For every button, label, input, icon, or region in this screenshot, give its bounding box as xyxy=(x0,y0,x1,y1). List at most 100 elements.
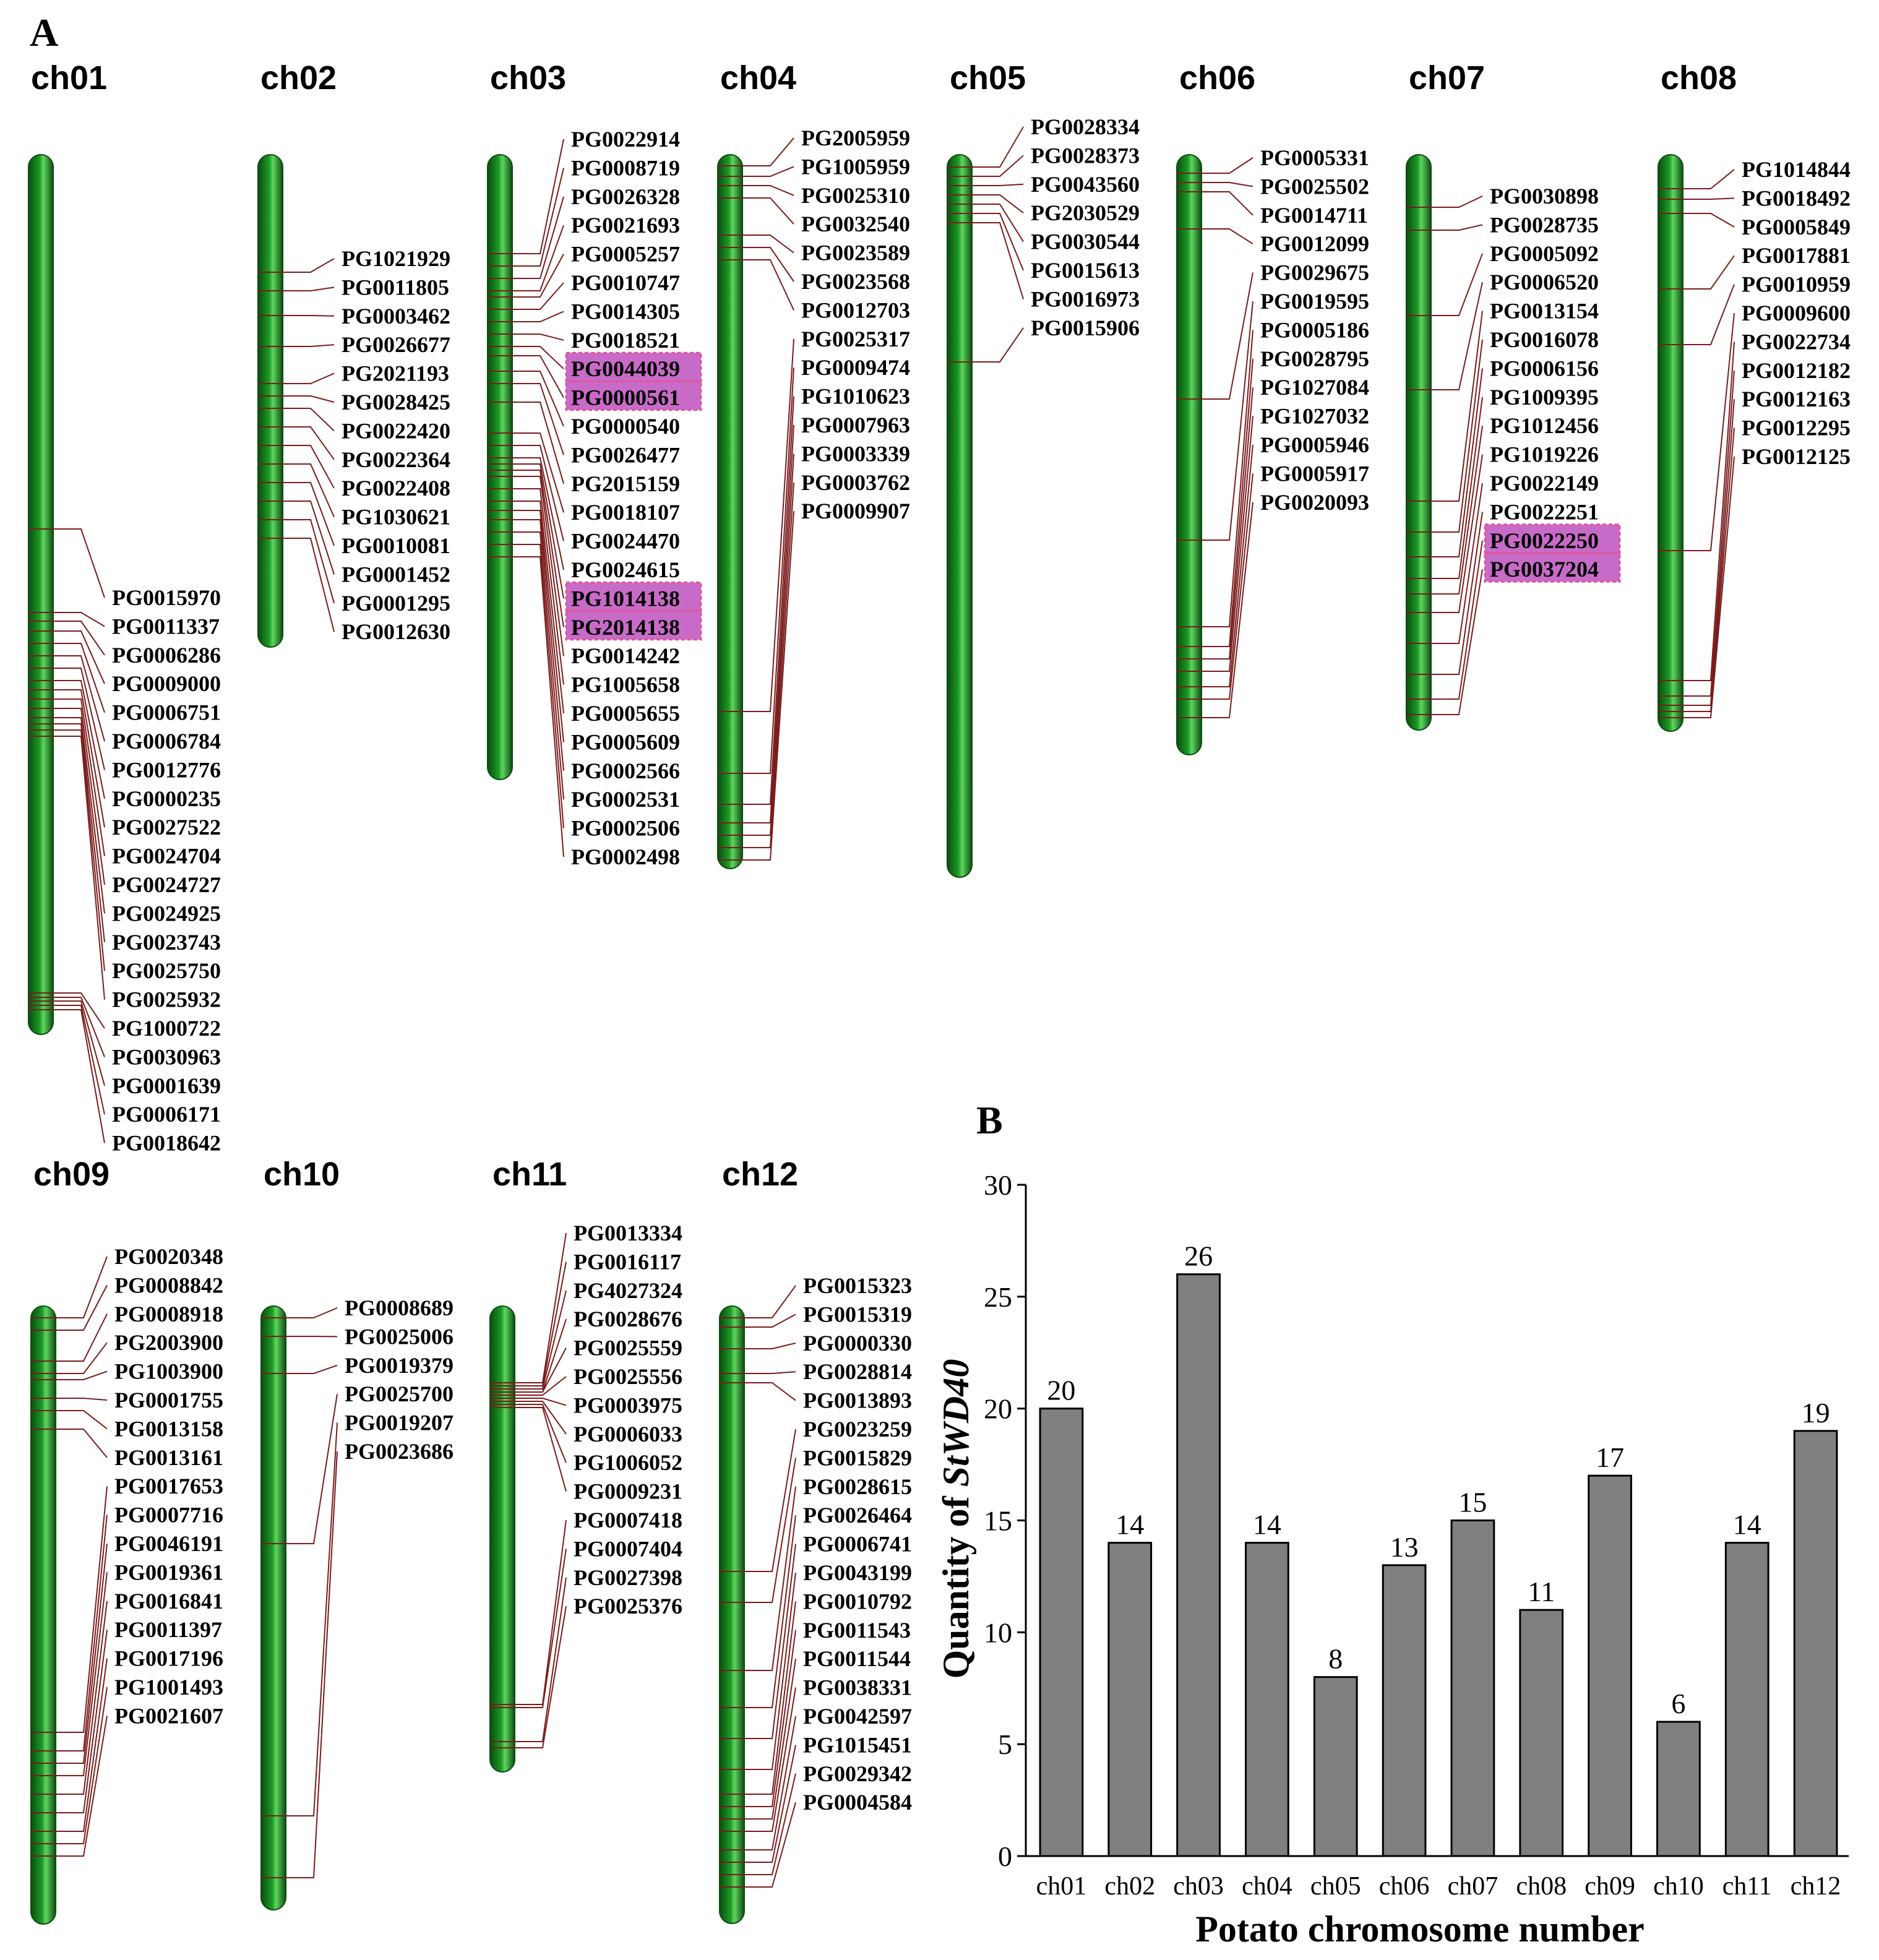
gene-label-PG0025750: PG0025750 xyxy=(112,958,221,983)
gene-label-PG1001493: PG1001493 xyxy=(114,1675,223,1700)
gene-highlight xyxy=(1484,523,1621,554)
gene-connector xyxy=(31,1284,108,1331)
gene-connector xyxy=(1406,282,1483,390)
gene-label-PG0015613: PG0015613 xyxy=(1031,258,1140,283)
gene-connector xyxy=(1658,213,1735,228)
gene-connector xyxy=(1177,502,1253,718)
bar-ch08 xyxy=(1519,1609,1564,1857)
gene-label-PG0018492: PG0018492 xyxy=(1742,186,1851,210)
chromosome-bar-ch04 xyxy=(717,154,743,869)
gene-label-PG0023589: PG0023589 xyxy=(801,241,910,265)
gene-connector xyxy=(1177,444,1253,687)
gene-label-PG0015906: PG0015906 xyxy=(1031,316,1140,340)
gene-label-PG0001295: PG0001295 xyxy=(342,591,450,616)
gene-label-PG0022420: PG0022420 xyxy=(342,418,450,443)
chromosome-bar-ch07 xyxy=(1406,154,1432,731)
gene-label-PG1015451: PG1015451 xyxy=(803,1732,912,1757)
gene-label-PG1006052: PG1006052 xyxy=(574,1450,682,1475)
gene-label-PG0003339: PG0003339 xyxy=(801,441,910,466)
gene-connector xyxy=(720,1630,796,1807)
gene-label-PG0005257: PG0005257 xyxy=(571,242,680,267)
gene-label-PG0025556: PG0025556 xyxy=(574,1364,682,1389)
gene-label-PG0011543: PG0011543 xyxy=(803,1618,911,1643)
gene-connector xyxy=(1658,342,1735,681)
gene-label-PG0023259: PG0023259 xyxy=(803,1417,912,1442)
gene-label-PG0005331: PG0005331 xyxy=(1260,145,1369,170)
gene-label-PG1030621: PG1030621 xyxy=(342,505,450,530)
gene-connector xyxy=(718,453,794,836)
gene-label-PG0001452: PG0001452 xyxy=(342,562,450,587)
gene-connector xyxy=(28,528,105,598)
gene-label-PG0015323: PG0015323 xyxy=(803,1273,912,1298)
gene-label-PG0043199: PG0043199 xyxy=(803,1560,912,1585)
gene-label-PG1014138: PG1014138 xyxy=(571,586,680,611)
gene-label-PG0000330: PG0000330 xyxy=(803,1331,912,1356)
gene-label-PG0023686: PG0023686 xyxy=(345,1439,454,1464)
bar-ch06 xyxy=(1382,1564,1427,1857)
gene-label-PG0012703: PG0012703 xyxy=(801,298,910,322)
gene-connector xyxy=(720,1687,796,1832)
gene-label-PG0005186: PG0005186 xyxy=(1260,317,1369,342)
y-axis-title: Quantity of StWD40 xyxy=(935,1359,976,1679)
gene-connector xyxy=(488,355,564,398)
gene-connector xyxy=(1406,454,1483,613)
gene-label-PG1005959: PG1005959 xyxy=(801,154,910,179)
gene-label-PG0024925: PG0024925 xyxy=(112,901,221,926)
chromosome-title-ch05: ch05 xyxy=(950,59,1026,97)
chromosome-bar-ch03 xyxy=(487,154,513,780)
gene-label-PG0022251: PG0022251 xyxy=(1490,499,1599,524)
gene-label-PG0026328: PG0026328 xyxy=(571,184,680,209)
gene-connector xyxy=(1177,191,1253,216)
gene-connector xyxy=(720,1458,796,1603)
chromosome-ch10: ch10 PG0008689 PG0025006 PG0019379 PG0025700… xyxy=(260,1156,454,1911)
gene-connector xyxy=(718,482,794,848)
gene-connector xyxy=(31,1410,108,1430)
chromosome-bar-ch08 xyxy=(1658,154,1683,732)
gene-label-PG0027398: PG0027398 xyxy=(574,1565,682,1590)
y-tick-label: 25 xyxy=(984,1281,1012,1313)
gene-label-PG1005658: PG1005658 xyxy=(571,673,680,697)
gene-label-PG2021193: PG2021193 xyxy=(342,361,449,386)
gene-connector xyxy=(488,432,564,513)
x-tick-label-ch02: ch02 xyxy=(1104,1872,1155,1901)
gene-connector xyxy=(720,1716,796,1850)
gene-label-PG0012182: PG0012182 xyxy=(1742,358,1851,383)
chromosome-ch12: ch12 PG0015323 PG0015319 PG0000330 PG0028814… xyxy=(719,1156,912,1924)
gene-connector xyxy=(31,1313,108,1362)
gene-label-PG0022364: PG0022364 xyxy=(342,447,450,472)
gene-connector xyxy=(28,729,105,971)
gene-connector xyxy=(718,424,794,823)
gene-connector xyxy=(1658,255,1735,290)
gene-label-PG0025932: PG0025932 xyxy=(112,987,221,1012)
gene-label-PG0012099: PG0012099 xyxy=(1260,231,1369,256)
gene-connector xyxy=(488,402,564,484)
chromosome-title-ch06: ch06 xyxy=(1179,59,1255,97)
chromosome-title-ch02: ch02 xyxy=(260,59,337,97)
gene-connector xyxy=(718,137,794,166)
gene-label-PG0011337: PG0011337 xyxy=(112,614,220,638)
chromosome-title-ch10: ch10 xyxy=(264,1156,340,1193)
gene-connector xyxy=(720,1802,796,1888)
gene-connector xyxy=(28,708,105,885)
bar-ch07 xyxy=(1450,1519,1495,1857)
gene-label-PG0000540: PG0000540 xyxy=(571,414,680,439)
gene-connector xyxy=(261,1394,338,1544)
gene-connector xyxy=(28,689,105,828)
gene-connector xyxy=(718,396,794,805)
y-tick-label: 30 xyxy=(984,1169,1012,1201)
gene-label-PG0008918: PG0008918 xyxy=(114,1302,223,1326)
gene-label-PG0030544: PG0030544 xyxy=(1031,230,1140,254)
gene-label-PG0025376: PG0025376 xyxy=(574,1594,682,1618)
gene-connector xyxy=(488,225,564,291)
chromosome-title-ch03: ch03 xyxy=(490,59,566,97)
gene-connector xyxy=(718,247,794,282)
gene-connector xyxy=(1406,569,1483,715)
gene-label-PG0028425: PG0028425 xyxy=(342,390,450,415)
gene-connector xyxy=(31,1572,108,1776)
chromosome-bar-ch02 xyxy=(257,154,283,648)
gene-connector xyxy=(31,1370,108,1380)
gene-connector xyxy=(28,997,105,1057)
gene-connector xyxy=(31,1256,108,1318)
gene-label-PG0023743: PG0023743 xyxy=(112,930,221,955)
gene-connector xyxy=(1658,197,1735,200)
